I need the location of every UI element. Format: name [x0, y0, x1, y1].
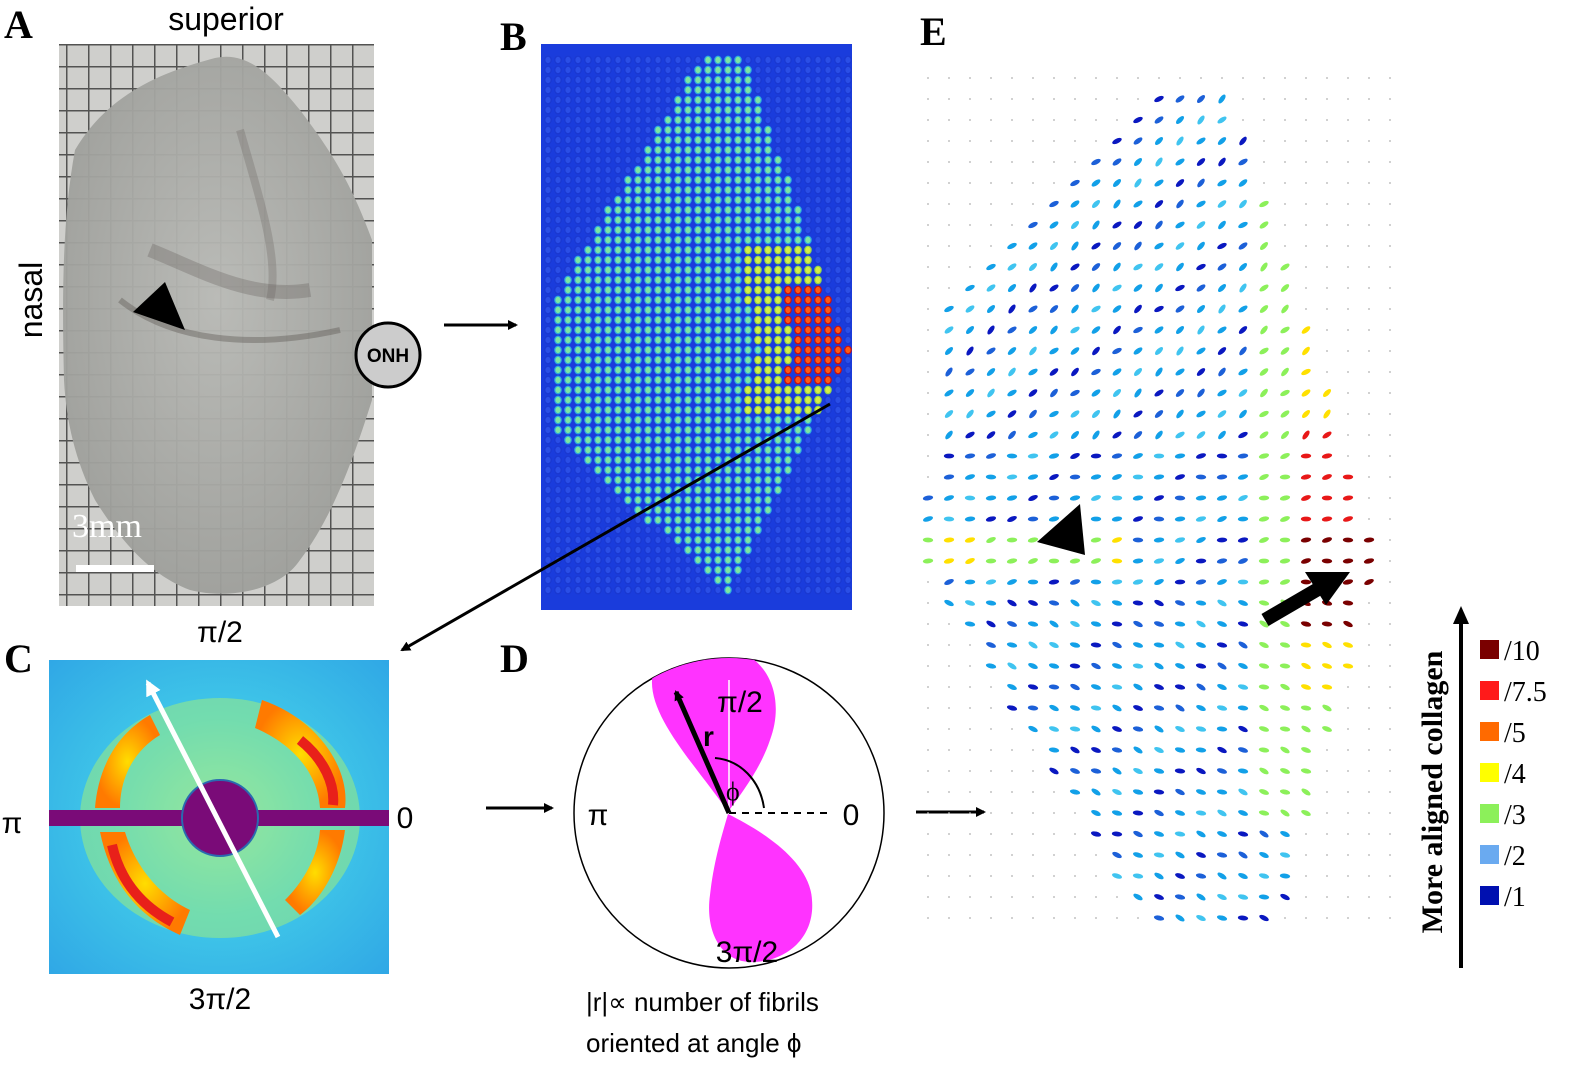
panel-c: C π/2 π 0 3π/2	[2, 616, 414, 1016]
e-polar-plot-grid	[922, 77, 1391, 922]
c-label-left: π	[2, 807, 23, 840]
d-label-bottom: 3π/2	[716, 936, 778, 969]
retina-tissue	[63, 56, 372, 594]
label-superior: superior	[168, 1, 284, 37]
c-label-right: 0	[397, 802, 414, 835]
arrow-b-to-c	[400, 402, 831, 652]
c-arc-core-1	[296, 736, 339, 806]
d-label-right: 0	[843, 799, 860, 832]
onh-marker	[354, 321, 422, 389]
d-label-left: π	[588, 799, 609, 832]
arrowhead-a	[133, 282, 185, 330]
legend-label: /1	[1504, 882, 1526, 913]
legend-label: /10	[1504, 636, 1540, 667]
onh-pointer-arrow	[1261, 578, 1329, 627]
tissue-shading	[147, 243, 312, 299]
panel-b: B	[500, 14, 852, 610]
legend-swatch	[1480, 804, 1499, 823]
c-arc-core-2	[107, 843, 175, 927]
d-lobe-bottom	[709, 814, 813, 963]
panel-e: E	[920, 9, 1391, 922]
onh-pointer-arrowhead	[1305, 572, 1350, 605]
legend-title: More aligned collagen	[1416, 650, 1449, 933]
onh-label: ONH	[367, 346, 409, 367]
panel-c-letter: C	[4, 636, 33, 681]
scale-bar	[76, 565, 154, 572]
legend-items: /10/7.5/5/4/3/2/1	[1480, 636, 1547, 913]
legend-swatch	[1480, 886, 1499, 905]
d-phi-arc	[714, 757, 765, 809]
c-orientation-arrow	[145, 679, 281, 939]
legend-label: /4	[1504, 759, 1526, 790]
alignment-legend: More aligned collagen /10/7.5/5/4/3/2/1	[1416, 606, 1547, 968]
panel-d: D r ϕ π/2 π 0 3π/2 |r|∝ number of fibril…	[500, 636, 885, 1058]
c-arc-left-bottom	[100, 832, 190, 935]
legend-label: /2	[1504, 841, 1526, 872]
panel-d-letter: D	[500, 636, 529, 681]
legend-swatch	[1480, 722, 1499, 741]
panel-a-letter: A	[4, 2, 33, 47]
d-caption-line-1: |r|∝ number of fibrils	[586, 987, 819, 1017]
c-label-top: π/2	[197, 616, 243, 649]
legend-swatch	[1480, 640, 1499, 659]
d-r-label: r	[703, 721, 714, 752]
legend-swatch	[1480, 845, 1499, 864]
d-phi-label: ϕ	[726, 777, 740, 806]
panel-a: A superior nasal 3mm ONH	[4, 1, 422, 606]
legend-swatch	[1480, 681, 1499, 700]
c-label-bottom: 3π/2	[189, 983, 251, 1016]
c-arc-right-top	[255, 700, 346, 808]
panel-b-letter: B	[500, 14, 527, 59]
label-nasal: nasal	[13, 262, 49, 339]
panel-e-letter: E	[920, 9, 947, 54]
tissue-shading-3	[236, 128, 277, 301]
legend-swatch	[1480, 763, 1499, 782]
d-caption-line-2: oriented at angle ϕ	[586, 1028, 802, 1058]
arrowhead-e	[1037, 504, 1085, 555]
legend-label: /3	[1504, 800, 1526, 831]
c-beamstop	[181, 779, 259, 857]
d-label-top: π/2	[717, 686, 763, 719]
legend-axis-arrowhead	[1453, 606, 1469, 624]
b-diffraction-grid	[544, 55, 852, 595]
scale-bar-label: 3mm	[72, 508, 142, 545]
d-r-vector	[673, 690, 732, 815]
legend-label: /7.5	[1504, 677, 1547, 708]
c-arc-left-top	[95, 715, 160, 808]
c-arc-right-bottom	[285, 830, 345, 915]
legend-label: /5	[1504, 718, 1526, 749]
